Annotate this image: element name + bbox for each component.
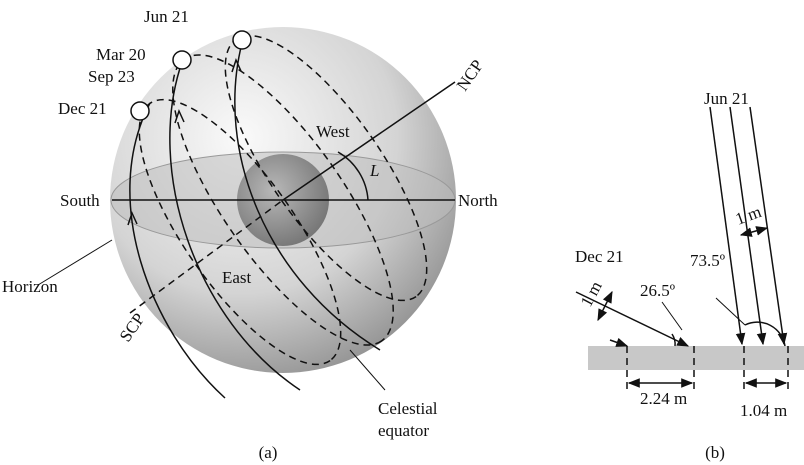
ground [588, 346, 804, 370]
label: 2.24 m [640, 389, 687, 408]
label: NCP [453, 56, 488, 94]
horizon-leader [37, 239, 113, 286]
arrow [231, 57, 242, 73]
label: East [222, 268, 252, 287]
label: equator [378, 421, 429, 440]
caption: (b) [705, 443, 725, 462]
dec-path-front [129, 102, 226, 399]
dec-angle-leader [661, 301, 683, 331]
label: 1 m [733, 202, 764, 229]
label: Jun 21 [144, 7, 189, 26]
dec-angle-arc [671, 333, 676, 347]
latitude-arc [337, 151, 369, 201]
label: Celestial [378, 399, 438, 418]
label: 1.04 m [740, 401, 787, 420]
dec-width [597, 290, 613, 322]
arrow [127, 210, 138, 226]
label: Dec 21 [575, 247, 624, 266]
sun [172, 50, 192, 70]
jun-path-front [234, 42, 381, 351]
label: South [60, 191, 100, 210]
label: Sep 23 [88, 67, 135, 86]
label: 73.5º [690, 251, 725, 270]
equator-leader [349, 349, 386, 391]
jun-angle-arc [744, 321, 786, 347]
jun-width [739, 226, 769, 237]
equator-path-front [169, 61, 301, 391]
label: North [458, 191, 498, 210]
suns [130, 30, 252, 121]
label: Horizon [2, 277, 58, 296]
arrow [174, 108, 185, 124]
panel-a: Jun 21 Mar 20 Sep 23 Dec 21 West NCP L S… [2, 7, 498, 462]
label: L [369, 161, 379, 180]
caption: (a) [259, 443, 278, 462]
sun [130, 101, 150, 121]
label: 26.5º [640, 281, 675, 300]
label: Dec 21 [58, 99, 107, 118]
jun-angle-leader [715, 297, 746, 326]
sun [232, 30, 252, 50]
extension-lines [626, 346, 789, 392]
label: Mar 20 [96, 45, 146, 64]
axis-south [129, 199, 284, 314]
jun-rays [709, 106, 788, 346]
dec-rays [575, 291, 690, 347]
panel-b: Jun 21 1 m 73.5º Dec 21 26.5º 1 m 2.24 m… [575, 89, 804, 462]
label: West [316, 122, 350, 141]
axis-north [282, 81, 456, 201]
label: SCP [116, 310, 149, 346]
label: Jun 21 [704, 89, 749, 108]
label: 1 m [577, 278, 606, 310]
